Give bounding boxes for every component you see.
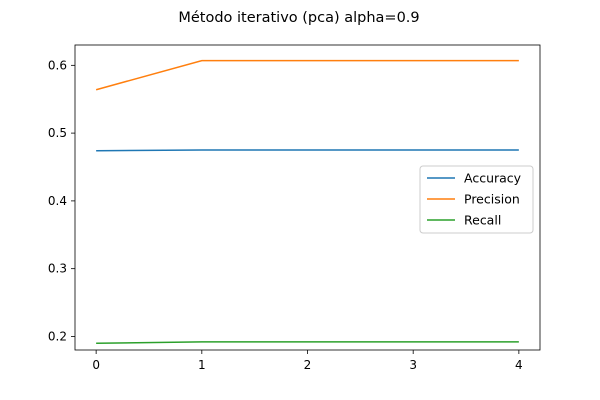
y-tick-label: 0.3	[48, 262, 67, 276]
x-tick-label: 0	[92, 358, 100, 372]
legend-box	[419, 165, 534, 234]
x-tick-label: 4	[515, 358, 523, 372]
y-axis: 0.2 0.3 0.4 0.5 0.6	[48, 58, 75, 343]
series-layer	[95, 59, 519, 344]
x-tick-label: 3	[409, 358, 417, 372]
y-tick-label: 0.2	[48, 329, 67, 343]
chart-title: Método iterativo (pca) alpha=0.9	[178, 10, 419, 26]
x-axis: 0 1 2 3 4	[92, 350, 523, 372]
series-line-precision	[95, 59, 519, 91]
series-line-recall	[96, 341, 519, 344]
series-line-accuracy	[96, 149, 519, 152]
y-tick-label: 0.6	[48, 58, 67, 72]
x-tick-label: 1	[198, 358, 206, 372]
legend-label-precision: Precision	[464, 192, 520, 207]
y-tick-label: 0.5	[48, 126, 67, 140]
legend: Accuracy Precision Recall	[419, 165, 534, 234]
x-tick-label: 2	[304, 358, 312, 372]
y-tick-label: 0.4	[48, 194, 67, 208]
legend-label-recall: Recall	[464, 213, 501, 228]
legend-label-accuracy: Accuracy	[464, 171, 522, 186]
